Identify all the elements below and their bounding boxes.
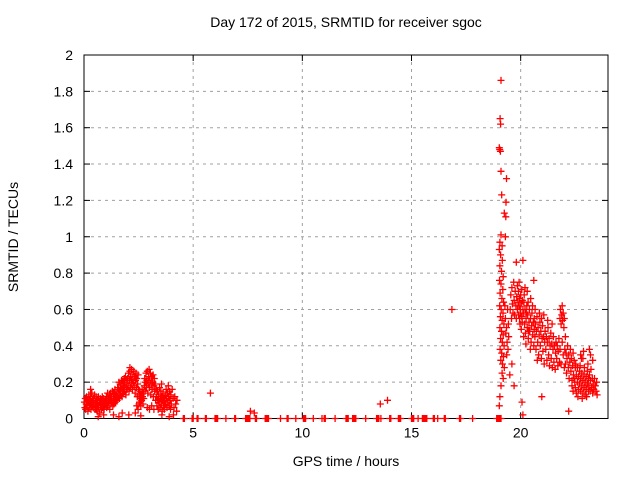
x-tick-label: 5 xyxy=(189,425,197,441)
y-tick-label: 1.8 xyxy=(54,83,74,99)
y-tick-label: 2 xyxy=(65,47,73,63)
x-tick-label: 15 xyxy=(404,425,420,441)
y-tick-label: 0.4 xyxy=(54,338,74,354)
y-tick-label: 1.2 xyxy=(54,192,74,208)
y-tick-label: 0.2 xyxy=(54,374,74,390)
y-tick-label: 0.8 xyxy=(54,265,74,281)
y-tick-label: 0 xyxy=(65,411,73,427)
x-axis-label: GPS time / hours xyxy=(292,453,400,469)
x-tick-label: 0 xyxy=(80,425,88,441)
y-tick-label: 1.6 xyxy=(54,120,74,136)
y-tick-label: 0.6 xyxy=(54,301,74,317)
chart-title: Day 172 of 2015, SRMTID for receiver sgo… xyxy=(210,14,482,30)
x-tick-label: 20 xyxy=(513,425,529,441)
y-tick-label: 1 xyxy=(65,229,73,245)
data-points-plus-markers xyxy=(80,76,601,422)
y-tick-label: 1.4 xyxy=(54,156,74,172)
x-tick-label: 10 xyxy=(295,425,311,441)
